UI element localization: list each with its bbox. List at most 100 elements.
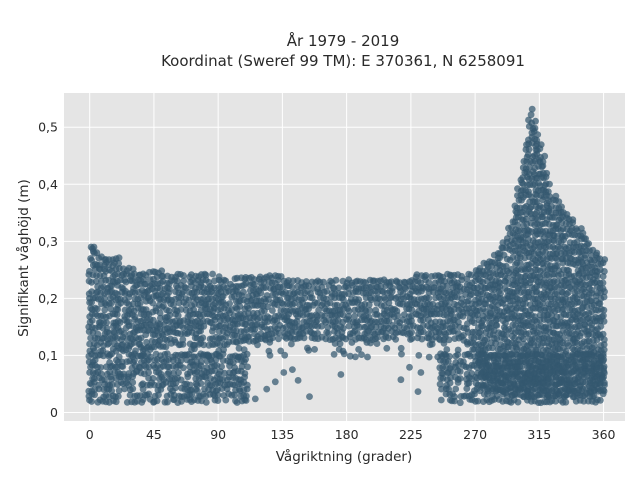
data-point [264,303,271,311]
data-point [552,397,559,405]
data-point [565,376,573,384]
data-point [200,322,208,330]
data-point [493,392,501,400]
data-point [242,356,250,363]
x-tick-label: 315 [527,427,551,442]
data-point [436,380,444,388]
data-point [560,334,568,341]
data-point [164,398,171,406]
data-point [265,347,273,355]
data-point [377,283,385,290]
data-point [251,276,258,283]
data-point [539,158,547,166]
data-point [579,229,587,237]
data-point [437,396,445,404]
data-point [88,398,95,405]
data-point [393,307,401,315]
y-tick-label: 0,2 [38,291,58,306]
data-point [90,375,98,382]
data-point [180,272,187,279]
x-tick-label: 0 [86,427,94,442]
data-point [120,370,127,378]
x-tick-label: 225 [399,427,423,442]
data-point [569,216,577,224]
data-point [305,347,313,354]
data-point [600,365,607,372]
data-point [425,279,433,286]
data-point [408,317,415,325]
data-point [543,169,551,177]
data-point [565,267,572,275]
data-point [179,336,187,344]
data-point [321,312,328,320]
data-point [600,318,608,325]
data-point [525,188,532,196]
data-point [514,221,521,229]
data-point [175,369,182,376]
data-point [177,357,185,364]
data-point [456,368,464,375]
data-point [271,378,279,386]
data-point [493,322,501,329]
data-point [537,141,545,149]
data-point [600,341,608,348]
data-point [544,188,552,196]
data-point [527,203,535,211]
data-point [226,300,234,307]
data-point [301,294,308,302]
data-point [546,180,553,188]
data-point [452,385,460,393]
data-point [149,316,157,324]
data-point [114,392,122,400]
data-point [422,272,430,279]
data-point [364,353,371,361]
data-point [385,299,393,307]
data-point [240,288,247,296]
data-point [588,286,596,294]
data-point [445,385,452,393]
data-point [257,289,265,297]
data-point [200,341,208,349]
data-point [197,358,205,366]
data-point [345,307,353,315]
data-point [157,370,165,378]
data-point [527,111,535,119]
data-point [528,105,536,113]
data-point [214,397,222,404]
x-tick-label: 90 [210,427,226,442]
data-point [541,152,549,160]
chart-title: År 1979 - 2019 [287,31,400,50]
data-point [358,351,365,358]
data-point [254,341,261,349]
data-point [397,344,405,352]
data-point [389,284,396,292]
data-point [177,306,185,313]
data-point [600,306,608,314]
data-point [164,350,171,358]
x-axis-label: Vågriktning (grader) [276,448,413,465]
data-point [251,281,258,289]
data-point [101,376,108,383]
x-tick-label: 270 [463,427,487,442]
data-point [156,309,164,317]
data-point [113,311,121,318]
data-point [601,268,608,275]
data-point [573,238,581,246]
data-point [408,335,416,342]
data-point [115,353,123,361]
data-point [600,346,608,354]
data-point [333,301,341,309]
data-point [406,363,413,371]
chart-subtitle: Koordinat (Sweref 99 TM): E 370361, N 62… [161,52,525,70]
data-point [112,398,120,406]
data-point [251,395,259,403]
data-point [158,267,166,275]
data-point [516,363,524,370]
data-point [497,290,504,297]
data-point [172,384,179,392]
data-point [331,340,339,347]
y-tick-label: 0,4 [38,177,58,192]
data-point [165,307,173,315]
data-point [337,371,345,378]
data-point [288,340,295,348]
